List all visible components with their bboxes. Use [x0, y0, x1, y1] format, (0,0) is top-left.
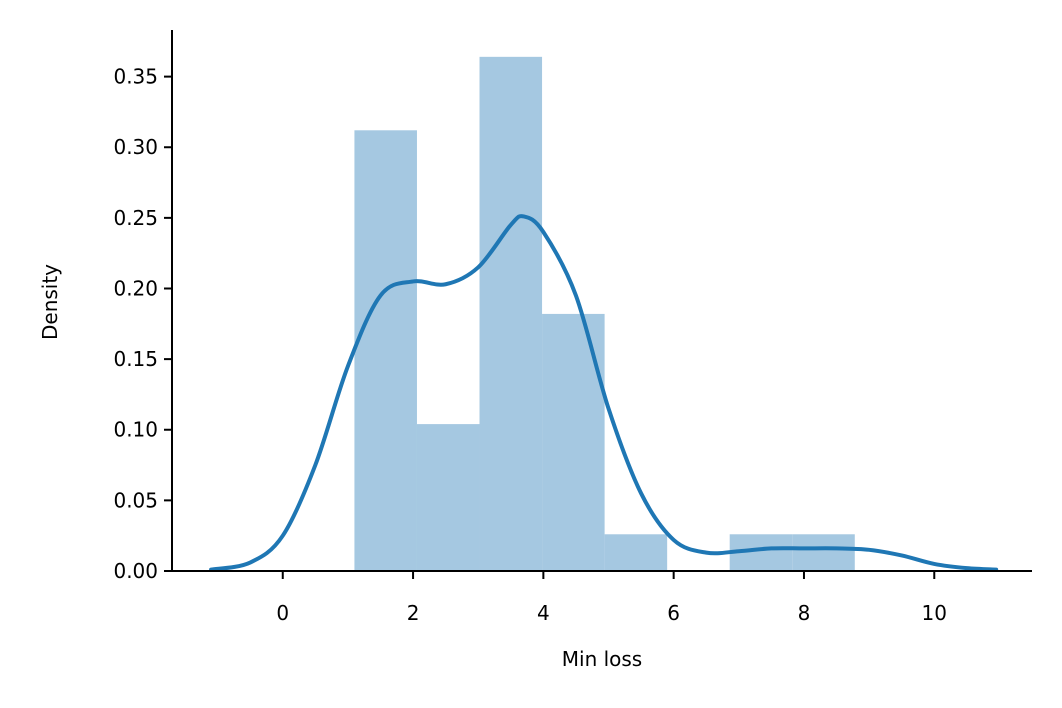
- x-tick-label: 0: [276, 601, 289, 625]
- x-tick-label: 10: [922, 601, 947, 625]
- y-tick-label: 0.00: [113, 559, 158, 583]
- histogram-bar-3: [542, 313, 605, 571]
- x-tick-label: 2: [407, 601, 420, 625]
- x-axis: 0 2 4 6 8 10: [276, 571, 947, 625]
- histogram-bar-7: [792, 534, 855, 571]
- kde-line: [209, 214, 999, 572]
- histogram-bar-4: [604, 534, 668, 571]
- y-tick-label: 0.15: [113, 347, 158, 371]
- histogram-bar-0: [354, 130, 417, 572]
- y-tick-label: 0.10: [113, 418, 158, 442]
- y-tick-label: 0.35: [113, 65, 158, 89]
- y-axis-title: Density: [38, 264, 62, 340]
- histogram-bars: [354, 56, 855, 572]
- x-tick-label: 8: [798, 601, 811, 625]
- x-tick-label: 4: [537, 601, 550, 625]
- y-tick-label: 0.30: [113, 135, 158, 159]
- y-axis: 0.00 0.05 0.10 0.15 0.20 0.25 0.30 0.35: [113, 65, 172, 583]
- histogram-bar-2: [479, 56, 543, 571]
- x-axis-title: Min loss: [562, 647, 642, 671]
- x-tick-label: 6: [667, 601, 680, 625]
- y-tick-label: 0.05: [113, 488, 158, 512]
- y-tick-label: 0.20: [113, 276, 158, 300]
- histogram-bar-1: [416, 424, 480, 571]
- y-tick-label: 0.25: [113, 206, 158, 230]
